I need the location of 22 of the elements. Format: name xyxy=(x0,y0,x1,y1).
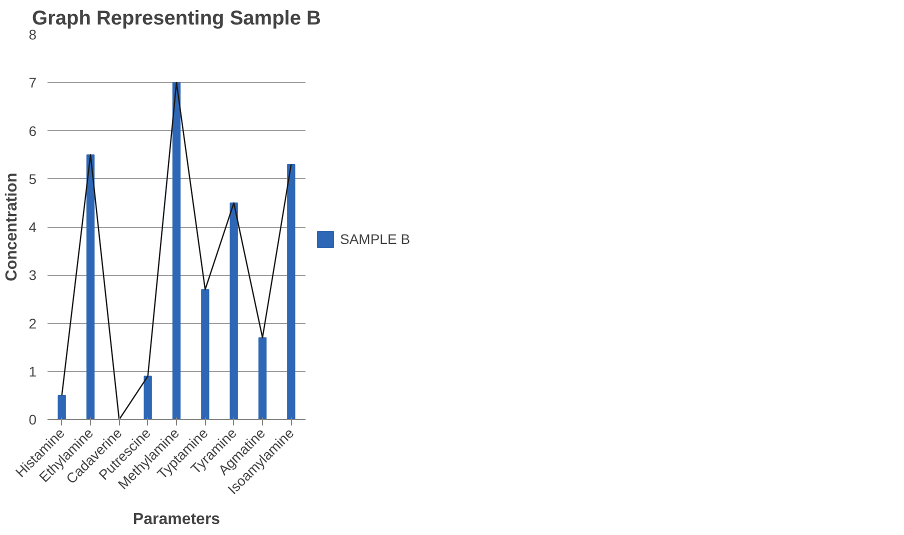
y-tick-label: 5 xyxy=(28,170,37,187)
bar xyxy=(172,82,181,420)
y-tick-label: 8 xyxy=(28,26,37,42)
y-axis-title: Concentration xyxy=(4,172,21,282)
legend-label: SAMPLE B xyxy=(340,231,410,247)
y-tick-label: 1 xyxy=(28,363,37,380)
bar xyxy=(58,394,66,420)
bar xyxy=(230,202,238,420)
bar xyxy=(201,289,210,420)
y-tick-label: 7 xyxy=(28,74,37,91)
x-axis-title: Parameters xyxy=(132,510,220,528)
bar xyxy=(287,164,296,420)
y-tick-label: 0 xyxy=(28,412,37,428)
y-tick-label: 6 xyxy=(28,122,37,139)
chart-title: Graph Representing Sample B xyxy=(32,8,321,30)
line-series xyxy=(61,82,292,420)
y-tick-label: 3 xyxy=(28,267,37,284)
bar xyxy=(144,376,152,420)
y-tick-label: 2 xyxy=(28,315,37,332)
bar xyxy=(258,337,267,420)
bar xyxy=(86,154,95,420)
y-tick-label: 4 xyxy=(28,219,37,235)
